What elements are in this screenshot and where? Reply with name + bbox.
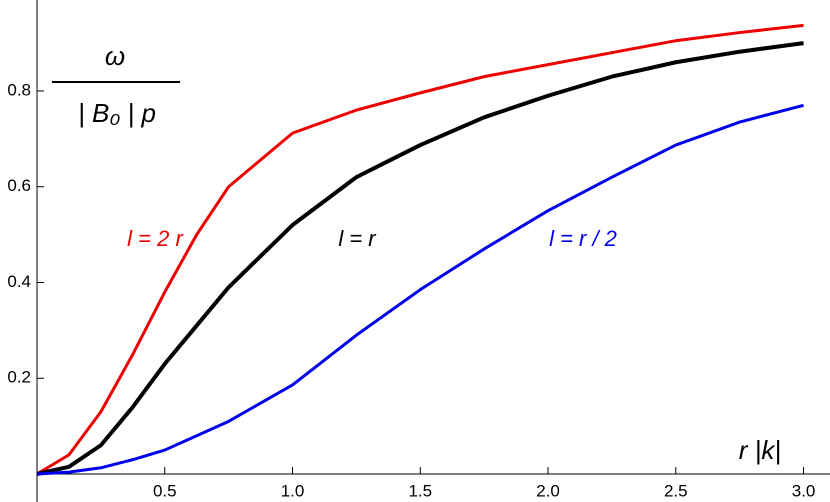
y-label-denominator: | B₀ | p — [78, 98, 156, 128]
series-line — [36, 23, 804, 476]
y-tick-label: 0.2 — [7, 368, 31, 387]
y-label-numerator: ω — [105, 41, 125, 71]
x-tick-label: 0.5 — [153, 481, 177, 500]
series-label: l = r — [338, 226, 377, 251]
x-tick-label: 2.5 — [664, 481, 688, 500]
y-tick-label: 0.8 — [7, 80, 31, 99]
x-tick-label: 1.0 — [281, 481, 305, 500]
y-tick-label: 0.4 — [7, 272, 31, 291]
series-line — [36, 103, 804, 476]
series-label: l = 2 r — [127, 226, 184, 251]
x-label: r |k| — [739, 435, 781, 465]
series-line — [36, 41, 804, 476]
x-tick-label: 3.0 — [792, 481, 816, 500]
x-tick-label: 1.5 — [408, 481, 432, 500]
x-tick-label: 2.0 — [536, 481, 560, 500]
series-label: l = r / 2 — [549, 226, 617, 251]
y-tick-label: 0.6 — [7, 176, 31, 195]
